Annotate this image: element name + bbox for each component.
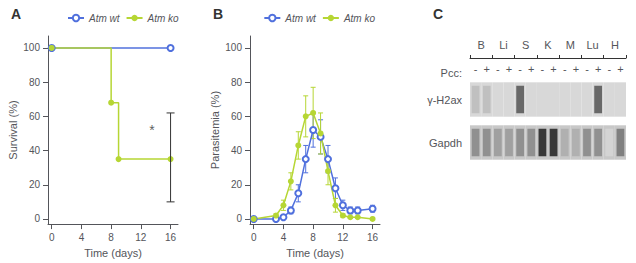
svg-text:16: 16 [367,232,379,243]
svg-text:-: - [607,63,611,75]
svg-text:20: 20 [231,179,243,190]
svg-text:M: M [566,39,575,51]
svg-text:S: S [522,39,529,51]
svg-text:B: B [477,39,484,51]
svg-text:H: H [611,39,619,51]
svg-text:K: K [544,39,552,51]
svg-text:Atm wt: Atm wt [284,13,317,24]
svg-text:100: 100 [225,42,242,53]
svg-text:Pcc:: Pcc: [441,67,462,79]
svg-text:Atm ko: Atm ko [343,13,376,24]
svg-text:60: 60 [29,111,41,122]
svg-text:Lu: Lu [586,39,598,51]
svg-text:C: C [433,6,443,22]
svg-text:-: - [563,63,567,75]
svg-text:Survival (%): Survival (%) [7,100,19,159]
svg-text:Time (days): Time (days) [286,247,344,259]
svg-text:+: + [483,63,489,75]
svg-text:100: 100 [23,42,40,53]
svg-text:16: 16 [165,232,177,243]
svg-text:A: A [11,6,21,22]
svg-text:4: 4 [281,232,287,243]
svg-text:0: 0 [49,232,55,243]
svg-text:B: B [213,6,223,22]
svg-text:4: 4 [79,232,85,243]
svg-text:80: 80 [231,77,243,88]
svg-text:+: + [595,63,601,75]
svg-text:Time (days): Time (days) [84,247,142,259]
svg-text:-: - [518,63,522,75]
svg-text:0: 0 [251,232,257,243]
svg-text:-: - [585,63,589,75]
svg-text:*: * [149,122,155,138]
svg-text:+: + [550,63,556,75]
svg-text:+: + [506,63,512,75]
svg-text:-: - [496,63,500,75]
svg-text:Li: Li [499,39,508,51]
svg-text:Gapdh: Gapdh [429,137,462,149]
svg-text:Atm ko: Atm ko [147,13,180,24]
svg-text:80: 80 [29,77,41,88]
svg-text:γ-H2ax: γ-H2ax [427,94,462,106]
svg-text:40: 40 [29,145,41,156]
svg-text:60: 60 [231,111,243,122]
svg-text:+: + [573,63,579,75]
svg-text:8: 8 [108,232,114,243]
svg-text:0: 0 [34,213,40,224]
svg-text:12: 12 [135,232,147,243]
svg-text:8: 8 [310,232,316,243]
svg-text:40: 40 [231,145,243,156]
svg-text:Parasitemia (%): Parasitemia (%) [209,91,221,169]
svg-text:20: 20 [29,179,41,190]
svg-text:12: 12 [337,232,349,243]
svg-text:0: 0 [236,213,242,224]
svg-text:-: - [541,63,545,75]
svg-text:+: + [528,63,534,75]
svg-text:Atm wt: Atm wt [88,13,121,24]
svg-text:+: + [617,63,623,75]
svg-text:-: - [474,63,478,75]
